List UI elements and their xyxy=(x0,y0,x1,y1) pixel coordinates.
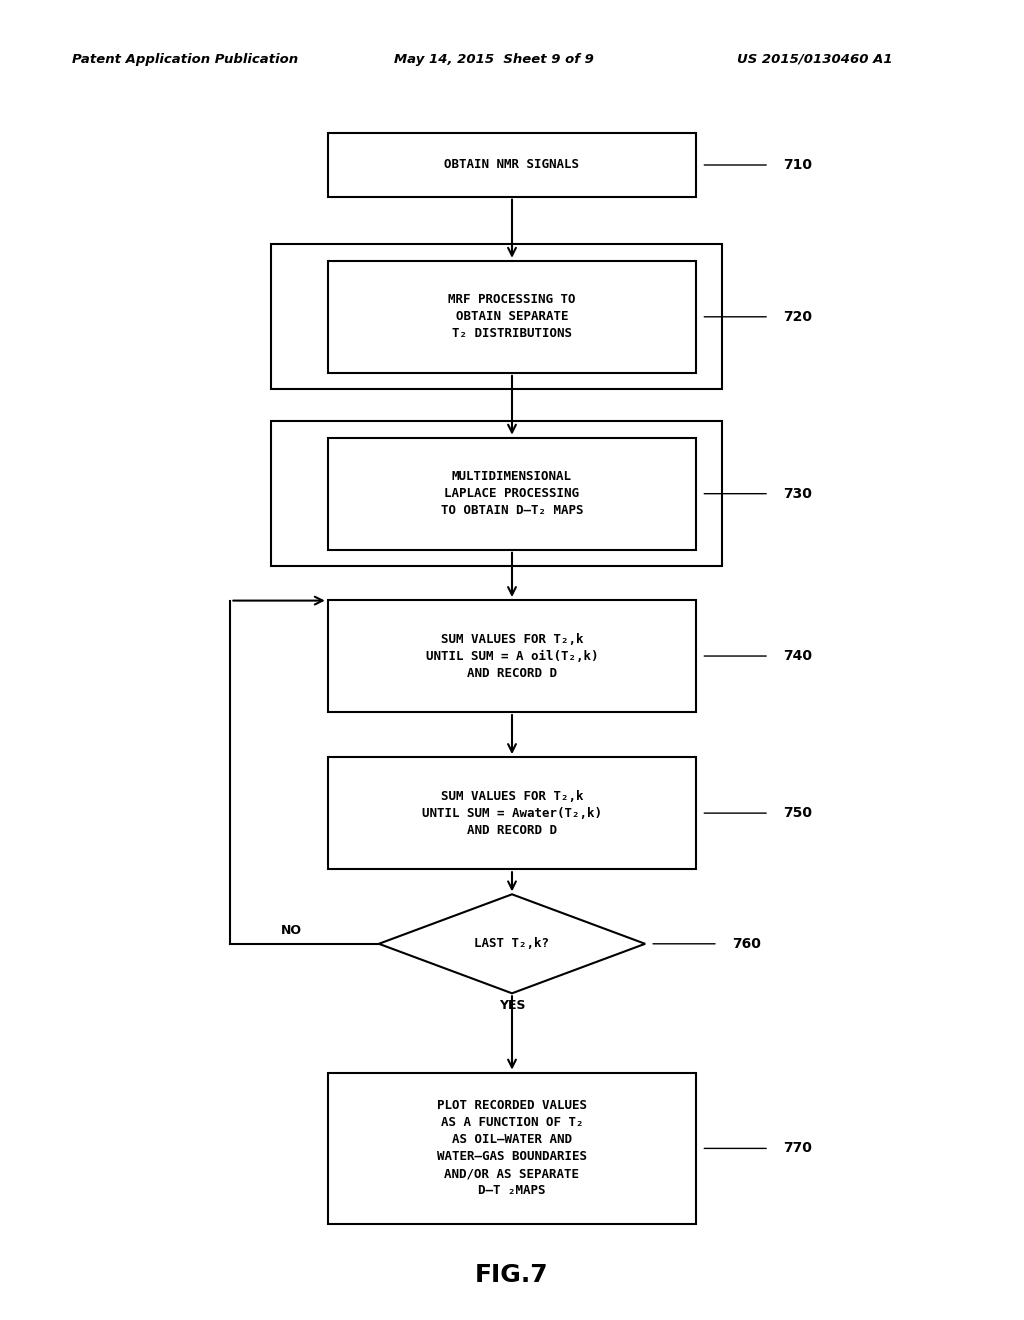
Text: SUM VALUES FOR T₂,k
UNTIL SUM = A oil(T₂,k)
AND RECORD D: SUM VALUES FOR T₂,k UNTIL SUM = A oil(T₂… xyxy=(426,632,598,680)
Text: 760: 760 xyxy=(732,937,761,950)
Bar xyxy=(271,421,722,566)
Text: YES: YES xyxy=(499,999,525,1012)
Bar xyxy=(328,438,696,549)
Text: 710: 710 xyxy=(783,158,812,172)
Text: 770: 770 xyxy=(783,1142,812,1155)
Bar xyxy=(328,261,696,372)
Text: 750: 750 xyxy=(783,807,812,820)
Bar xyxy=(328,599,696,713)
Bar xyxy=(328,758,696,869)
Text: SUM VALUES FOR T₂,k
UNTIL SUM = Awater(T₂,k)
AND RECORD D: SUM VALUES FOR T₂,k UNTIL SUM = Awater(T… xyxy=(422,789,602,837)
Text: 740: 740 xyxy=(783,649,812,663)
Text: 720: 720 xyxy=(783,310,812,323)
Polygon shape xyxy=(379,895,645,993)
Text: MRF PROCESSING TO
OBTAIN SEPARATE
T₂ DISTRIBUTIONS: MRF PROCESSING TO OBTAIN SEPARATE T₂ DIS… xyxy=(449,293,575,341)
Text: PLOT RECORDED VALUES
AS A FUNCTION OF T₂
AS OIL–WATER AND
WATER–GAS BOUNDARIES
A: PLOT RECORDED VALUES AS A FUNCTION OF T₂… xyxy=(437,1100,587,1197)
Text: LAST T₂,k?: LAST T₂,k? xyxy=(474,937,550,950)
Text: 730: 730 xyxy=(783,487,812,500)
Text: MULTIDIMENSIONAL
LAPLACE PROCESSING
TO OBTAIN D–T₂ MAPS: MULTIDIMENSIONAL LAPLACE PROCESSING TO O… xyxy=(440,470,584,517)
Bar xyxy=(271,244,722,389)
Text: May 14, 2015  Sheet 9 of 9: May 14, 2015 Sheet 9 of 9 xyxy=(394,53,594,66)
Text: OBTAIN NMR SIGNALS: OBTAIN NMR SIGNALS xyxy=(444,158,580,172)
Text: FIG.7: FIG.7 xyxy=(475,1263,549,1287)
Text: NO: NO xyxy=(281,924,302,937)
Bar xyxy=(328,133,696,197)
Text: US 2015/0130460 A1: US 2015/0130460 A1 xyxy=(737,53,893,66)
Text: Patent Application Publication: Patent Application Publication xyxy=(72,53,298,66)
Bar xyxy=(328,1072,696,1225)
